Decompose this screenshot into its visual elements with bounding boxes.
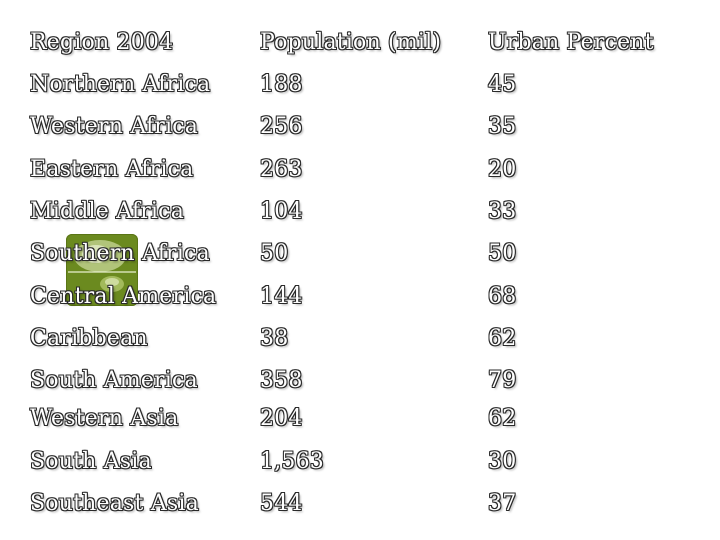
cell-region: Southern Africa [30,241,210,266]
cell-urban-percent: 37 [488,491,517,516]
cell-urban-percent: 62 [488,326,517,351]
cell-urban-percent: 45 [488,72,517,97]
cell-urban-percent: 79 [488,368,517,393]
cell-population: 358 [260,368,303,393]
cell-urban-percent: 68 [488,284,517,309]
cell-region: Northern Africa [30,72,211,97]
cell-region: Western Asia [30,406,179,431]
cell-urban-percent: 30 [488,449,517,474]
cell-region: Eastern Africa [30,157,194,182]
cell-region: Central America [30,284,217,309]
cell-region: Southeast Asia [30,491,199,516]
cell-population: 144 [260,284,303,309]
cell-urban-percent: 50 [488,241,517,266]
cell-region: Western Africa [30,114,199,139]
header-urban-percent: Urban Percent [488,30,654,55]
cell-population: 263 [260,157,303,182]
cell-population: 544 [260,491,303,516]
cell-population: 256 [260,114,303,139]
cell-urban-percent: 20 [488,157,517,182]
cell-population: 38 [260,326,289,351]
cell-urban-percent: 33 [488,199,517,224]
cell-population: 1,563 [260,449,324,474]
cell-region: Middle Africa [30,199,185,224]
cell-population: 50 [260,241,289,266]
cell-urban-percent: 62 [488,406,517,431]
cell-population: 104 [260,199,303,224]
cell-urban-percent: 35 [488,114,517,139]
green-logo-icon [66,234,138,306]
cell-region: Caribbean [30,326,148,351]
cell-population: 204 [260,406,303,431]
cell-region: South Asia [30,449,152,474]
header-population: Population (mil) [260,30,442,55]
cell-population: 188 [260,72,303,97]
cell-region: South America [30,368,198,393]
header-region: Region 2004 [30,30,174,55]
